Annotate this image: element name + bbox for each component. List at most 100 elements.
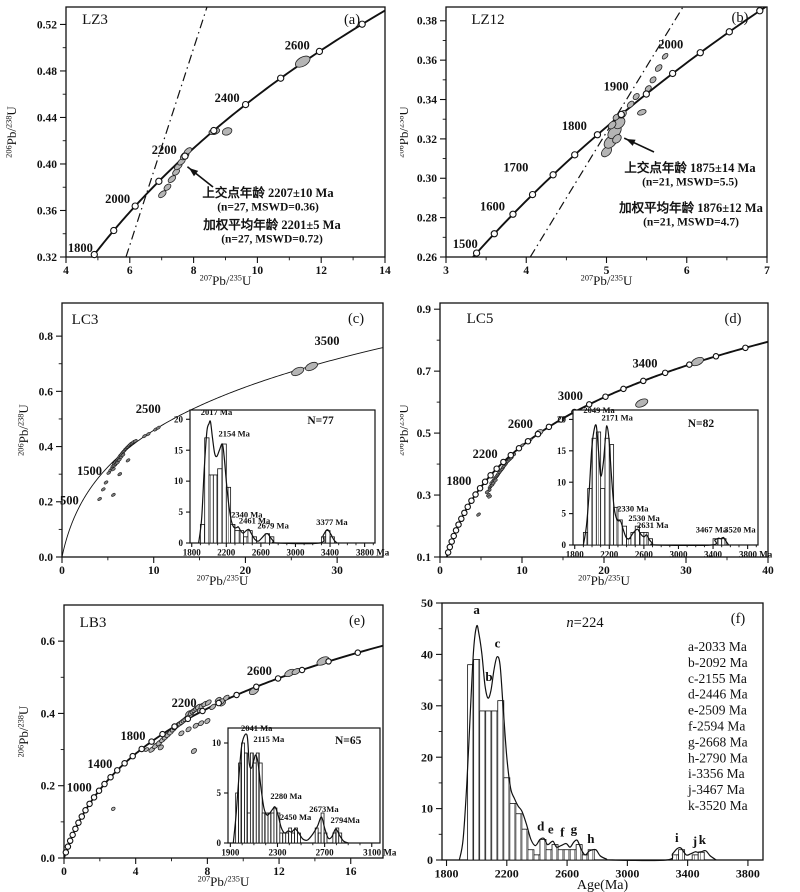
x-tick-label: 14 — [379, 265, 391, 277]
peak-letter: a — [473, 602, 480, 617]
chart-LB3: 0 4 8 12 16 0.0 0.2 0.4 0.6 1000 1400 1800 2200 2600 1… — [0, 595, 400, 892]
discordia-line — [529, 7, 684, 257]
legend-entry: g-2668 Ma — [688, 734, 748, 749]
peak-age-label: 2450 Ma — [280, 812, 312, 822]
concordia-age-label: 3400 — [633, 356, 658, 370]
x-tick-label: 2600 — [252, 548, 271, 558]
y-tick-label: 0.2 — [41, 781, 56, 793]
x-axis-title: Age(Ma) — [577, 878, 629, 892]
y-tick-label: 0.32 — [417, 134, 437, 146]
y-tick-label: 10 — [421, 802, 433, 816]
x-tick-label: 10 — [516, 565, 528, 577]
peak-age-label: 2171 Ma — [602, 413, 634, 423]
y-tick-label: 0.36 — [417, 55, 437, 67]
x-tick-label: 3400 — [676, 866, 700, 880]
y-tick-label: 15 — [557, 446, 567, 456]
y-tick-label: 5 — [562, 509, 567, 519]
panel-letter: (d) — [725, 311, 742, 327]
y-tick-label: 0 — [179, 538, 184, 548]
x-tick-label: 2700 — [316, 848, 335, 858]
age-annotation: (n=21, MSWD=4.7) — [643, 217, 739, 229]
total-count-title: n=224 — [566, 615, 604, 631]
peak-age-label: 2330 Ma — [617, 504, 649, 514]
panel-letter: (a) — [344, 12, 360, 28]
y-tick-label: 0.5 — [417, 428, 432, 440]
y-tick-label: 0.38 — [417, 16, 437, 28]
x-tick-label: 3000 — [669, 550, 688, 560]
x-tick-label: 2200 — [217, 548, 236, 558]
concordia-age-label: 1800 — [562, 119, 587, 133]
histogram-bars — [199, 437, 335, 544]
legend-entry: j-3467 Ma — [687, 782, 745, 797]
x-tick-label: 12 — [273, 866, 285, 878]
peak-age-label: 2461 Ma — [239, 516, 271, 526]
peak-age-label: 2631 Ma — [637, 520, 669, 530]
concordia-age-label: 3000 — [558, 389, 583, 403]
legend-entry: i-3356 Ma — [688, 766, 745, 781]
concordia-age-label: 2500 — [136, 402, 161, 416]
peak-age-label: 2115 Ma — [253, 734, 285, 744]
legend-entry: h-2790 Ma — [688, 750, 748, 765]
y-tick-label: 50 — [421, 596, 433, 610]
y-axis-title: 206Pb/238U — [16, 404, 31, 456]
concordia-age-label: 2000 — [658, 37, 683, 51]
concordia-age-markers — [62, 649, 362, 856]
inset-histogram: 1800 2200 2600 3000 3400 3800 Ma 0 5 10 15 20 2017 … — [174, 407, 390, 558]
panel-letter: (e) — [349, 613, 365, 629]
y-tick-label: 0.6 — [41, 636, 56, 648]
legend-entry: d-2446 Ma — [688, 687, 748, 702]
x-tick-label: 4 — [63, 265, 69, 277]
y-tick-label: 0.0 — [39, 552, 54, 564]
sample-id-label: LC3 — [72, 312, 99, 328]
x-tick-label: 3800 Ma — [356, 548, 390, 558]
x-tick-label: 40 — [762, 565, 774, 577]
y-tick-label: 0.32 — [37, 252, 57, 264]
y-tick-label: 40 — [421, 647, 433, 661]
y-tick-label: 0.4 — [41, 708, 56, 720]
y-tick-label: 20 — [557, 414, 567, 424]
y-tick-label: 0.3 — [417, 490, 432, 502]
concordia-age-label: 1500 — [77, 464, 102, 478]
legend-entry: b-2092 Ma — [688, 655, 748, 670]
x-axis-title: 207Pb/235U — [198, 874, 250, 889]
y-tick-label: 0.28 — [417, 213, 437, 225]
concordia-age-markers — [444, 344, 749, 556]
concordia-age-label: 1500 — [453, 237, 478, 251]
sample-count-label: N=65 — [335, 735, 362, 747]
y-tick-label: 0.1 — [417, 552, 432, 564]
histogram-bars — [582, 431, 727, 546]
x-tick-label: 7 — [764, 265, 770, 277]
panel-concordia-lc5: 0 10 20 30 40 0.1 0.3 0.5 0.7 0.9 1800 2200 2600 3000… — [400, 295, 800, 595]
y-tick-label: 0.52 — [37, 19, 57, 31]
x-tick-label: 3400 — [704, 550, 723, 560]
probability-curve — [582, 424, 730, 547]
y-tick-label: 0 — [427, 853, 433, 867]
x-tick-label: 10 — [252, 265, 264, 277]
x-tick-label: 3000 — [286, 548, 305, 558]
y-axis-title: 206Pb/238U — [400, 404, 411, 456]
panel-concordia-lz3: 4 6 8 10 12 14 0.32 0.36 0.40 0.44 0.48 0.52 1800 200… — [0, 0, 400, 295]
x-tick-label: 10 — [148, 565, 160, 577]
concordia-age-label: 1800 — [68, 241, 93, 255]
x-tick-label: 8 — [204, 866, 210, 878]
concordia-age-label: 2200 — [172, 696, 197, 710]
concordia-age-label: 1600 — [480, 200, 505, 214]
probability-curve — [198, 420, 338, 545]
panel-letter: (c) — [348, 311, 364, 327]
panel-concordia-lz12: 3 4 5 6 7 0.26 0.28 0.30 0.32 0.34 0.36 0.38 1500 160… — [400, 0, 800, 295]
x-tick-label: 1800 — [183, 548, 202, 558]
plot-frame — [61, 302, 384, 558]
chart-LZ12: 3 4 5 6 7 0.26 0.28 0.30 0.32 0.34 0.36 0.38 1500 160… — [400, 0, 800, 295]
concordia-age-label: 2000 — [105, 192, 130, 206]
age-annotation: (n=21, MSWD=5.5) — [642, 177, 738, 189]
x-tick-label: 2200 — [600, 550, 619, 560]
histogram-bars — [467, 659, 705, 861]
y-tick-label: 0.36 — [37, 205, 57, 217]
peak-letter: d — [537, 818, 545, 833]
legend-entry: a-2033 Ma — [688, 639, 747, 654]
y-axis-title: 206Pb/238U — [16, 705, 31, 757]
sample-count-label: N=82 — [688, 418, 715, 430]
concordia-age-markers — [90, 20, 366, 259]
